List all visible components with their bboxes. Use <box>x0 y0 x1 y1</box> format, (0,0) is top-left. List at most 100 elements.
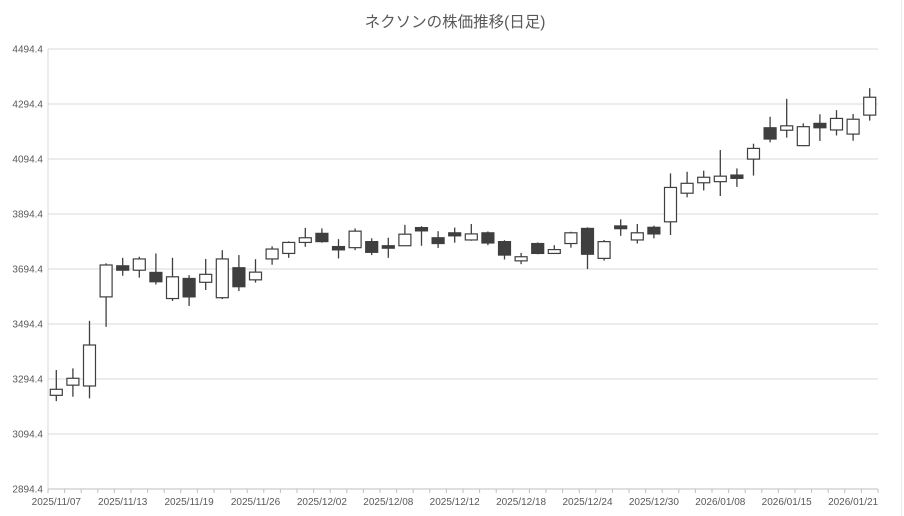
candle-body-down <box>481 232 495 244</box>
candle-body-up <box>99 264 113 298</box>
candle <box>282 241 296 258</box>
x-axis-tick-label: 2025/11/13 <box>98 497 148 508</box>
candle <box>531 242 545 255</box>
candle-body-down <box>448 232 462 237</box>
candles <box>49 88 877 402</box>
candle-body-up <box>630 232 644 241</box>
x-axis-tick-label: 2026/01/15 <box>762 497 812 508</box>
candle <box>514 252 528 265</box>
x-axis-tick-label: 2026/01/21 <box>828 497 878 508</box>
x-axis-tick-label: 2025/12/02 <box>297 497 347 508</box>
candle-body-up <box>746 147 761 160</box>
x-axis-tick-label: 2025/11/26 <box>231 497 281 508</box>
candle <box>232 255 246 292</box>
candle-body-up <box>514 256 528 262</box>
candle <box>813 114 827 141</box>
candle <box>846 114 860 141</box>
candle <box>116 257 130 276</box>
candle <box>49 370 63 402</box>
candle <box>597 239 611 261</box>
axis-labels: 4494.4 4294.4 4094.4 3894.4 3694.4 3494.4 3294… <box>12 45 878 509</box>
candle-body-up <box>464 233 478 241</box>
x-axis-tick-label: 2025/12/24 <box>562 497 612 508</box>
candle-body-down <box>149 271 163 283</box>
candle <box>298 227 312 247</box>
candle <box>829 110 844 136</box>
candle <box>66 368 80 397</box>
candle <box>497 240 512 260</box>
candle <box>398 224 412 247</box>
candle-body-up <box>348 230 362 249</box>
y-axis-tick-label: 3694.4 <box>12 265 43 276</box>
candle-body-up <box>132 258 146 271</box>
candle-body-down <box>116 265 130 271</box>
candle <box>348 228 362 251</box>
candle-body-down <box>730 174 744 179</box>
candle-body-up <box>265 248 279 260</box>
candle <box>564 231 578 248</box>
candle-body-up <box>282 241 296 255</box>
candle-body-up <box>780 125 794 131</box>
candle <box>614 219 628 236</box>
candle-body-up <box>165 276 180 300</box>
y-axis-tick-label: 4294.4 <box>12 100 43 111</box>
candle-body-down <box>531 242 545 255</box>
candle-body-up <box>564 232 578 245</box>
candle <box>697 170 711 191</box>
candle-body-down <box>763 127 777 140</box>
x-axis-tick-label: 2025/12/18 <box>496 497 546 508</box>
x-axis-tick-label: 2025/12/12 <box>430 497 480 508</box>
candle <box>713 150 727 196</box>
candle-body-up <box>215 258 229 299</box>
candle-body-down <box>431 237 445 245</box>
candle-body-up <box>863 96 877 116</box>
candle-body-up <box>66 377 80 386</box>
candle <box>315 228 329 243</box>
candle <box>149 253 163 285</box>
candle <box>863 88 877 121</box>
candle <box>414 226 429 246</box>
chart-title: ネクソンの株価推移(日足) <box>365 13 546 31</box>
candle <box>431 231 445 248</box>
candle <box>215 250 229 300</box>
candle <box>265 246 279 265</box>
candle <box>99 263 113 327</box>
candle-body-down <box>414 226 429 232</box>
candle-body-down <box>182 277 196 298</box>
candle-body-up <box>663 186 678 223</box>
candle <box>780 98 794 138</box>
candle <box>481 231 495 246</box>
candle-body-down <box>580 227 595 255</box>
candle <box>464 224 478 241</box>
y-axis-tick-label: 3494.4 <box>12 320 43 331</box>
y-axis-tick-label: 2894.4 <box>12 485 43 496</box>
axes <box>47 0 902 516</box>
candle <box>663 173 678 236</box>
candle-body-up <box>713 175 727 183</box>
candle <box>630 224 644 244</box>
x-axis-tick-label: 2025/11/19 <box>164 497 214 508</box>
y-axis-tick-label: 4494.4 <box>12 45 43 56</box>
candle <box>647 225 661 239</box>
candle <box>248 259 263 283</box>
candle <box>547 245 561 255</box>
candle-body-up <box>680 182 694 194</box>
candle <box>331 239 346 259</box>
x-axis-tick-label: 2025/12/08 <box>363 497 413 508</box>
candle-body-down <box>331 245 346 251</box>
candle <box>381 237 395 258</box>
candle-body-up <box>199 273 213 283</box>
candle-body-up <box>298 237 312 244</box>
candle-body-up <box>846 118 860 135</box>
candle-body-up <box>829 117 844 131</box>
y-axis-tick-label: 3294.4 <box>12 375 43 386</box>
candle <box>763 116 777 143</box>
candle-body-down <box>232 267 246 288</box>
candle-body-down <box>813 122 827 129</box>
candle-body-up <box>547 248 561 255</box>
candle <box>680 171 694 198</box>
candle-body-down <box>647 226 661 235</box>
candle <box>448 227 462 243</box>
candle <box>730 168 744 187</box>
